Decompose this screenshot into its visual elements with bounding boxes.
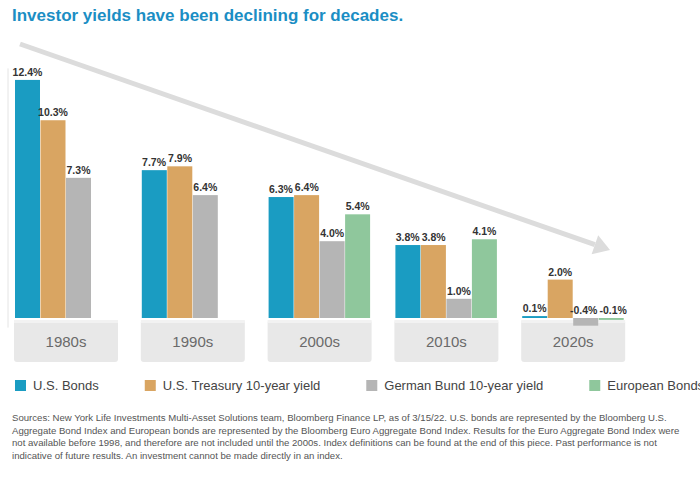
legend-label: U.S. Treasury 10-year yield (163, 378, 321, 393)
category-label: 2020s (553, 333, 594, 350)
bar (446, 299, 471, 318)
data-label: 7.7% (142, 156, 167, 168)
category-label: 2010s (426, 333, 467, 350)
category-box (394, 320, 498, 362)
bar (269, 197, 294, 318)
bar (142, 170, 167, 318)
data-label: 12.4% (13, 66, 43, 78)
category-label: 2000s (299, 333, 340, 350)
data-label: -0.4% (570, 304, 598, 316)
bar (193, 195, 218, 318)
data-label: 3.8% (422, 231, 447, 243)
bar (421, 245, 446, 318)
source-note: Sources: New York Life Investments Multi… (12, 412, 690, 462)
legend-swatch (366, 380, 377, 391)
data-label: 4.1% (472, 225, 497, 237)
category-box-edge (141, 320, 245, 323)
legend-label: German Bund 10-year yield (384, 378, 543, 393)
category-box (14, 320, 118, 362)
value-axis-line (8, 68, 9, 327)
bar (599, 318, 624, 320)
data-label: 6.3% (269, 183, 294, 195)
bar (167, 166, 192, 318)
category-label: 1980s (46, 333, 87, 350)
category-box (268, 320, 372, 362)
data-label: 10.3% (38, 106, 68, 118)
chart: Investor yields have been declining for … (0, 0, 700, 480)
category-box (141, 320, 245, 362)
category-box-edge (394, 320, 498, 323)
data-label: 3.8% (396, 231, 421, 243)
data-label: 0.1% (523, 302, 548, 314)
bar (66, 178, 91, 318)
legend-label: European Bonds (607, 378, 700, 393)
data-label: 1.0% (447, 285, 472, 297)
legend-swatch (15, 380, 26, 391)
category-label: 1990s (172, 333, 213, 350)
bar (573, 318, 598, 326)
legend-swatch (145, 380, 156, 391)
trend-arrow-head (592, 235, 610, 254)
bar (41, 120, 66, 318)
bar (548, 280, 573, 318)
data-label: -0.1% (599, 304, 627, 316)
bars (15, 80, 624, 326)
data-label: 6.4% (193, 181, 218, 193)
data-label: 7.3% (67, 164, 92, 176)
category-box-edge (14, 320, 118, 323)
data-label: 5.4% (346, 200, 371, 212)
bar (472, 239, 497, 318)
bar (294, 195, 319, 318)
category-box-edge (268, 320, 372, 323)
title: Investor yields have been declining for … (12, 6, 403, 25)
data-label: 2.0% (548, 266, 573, 278)
data-labels: 12.4% 7.7% 6.3% 3.8% 0.1% 10.3% 7.9% 6.4% 3.8% 2.… (13, 66, 628, 316)
data-label: 4.0% (320, 227, 345, 239)
legend-label: U.S. Bonds (33, 378, 99, 393)
data-label: 7.9% (168, 152, 193, 164)
legend-swatch (589, 380, 600, 391)
bar (345, 214, 370, 318)
bar (15, 80, 40, 318)
data-label: 6.4% (295, 181, 320, 193)
bar (522, 316, 547, 318)
bar (320, 241, 345, 318)
category-box (521, 320, 625, 362)
bar (395, 245, 420, 318)
